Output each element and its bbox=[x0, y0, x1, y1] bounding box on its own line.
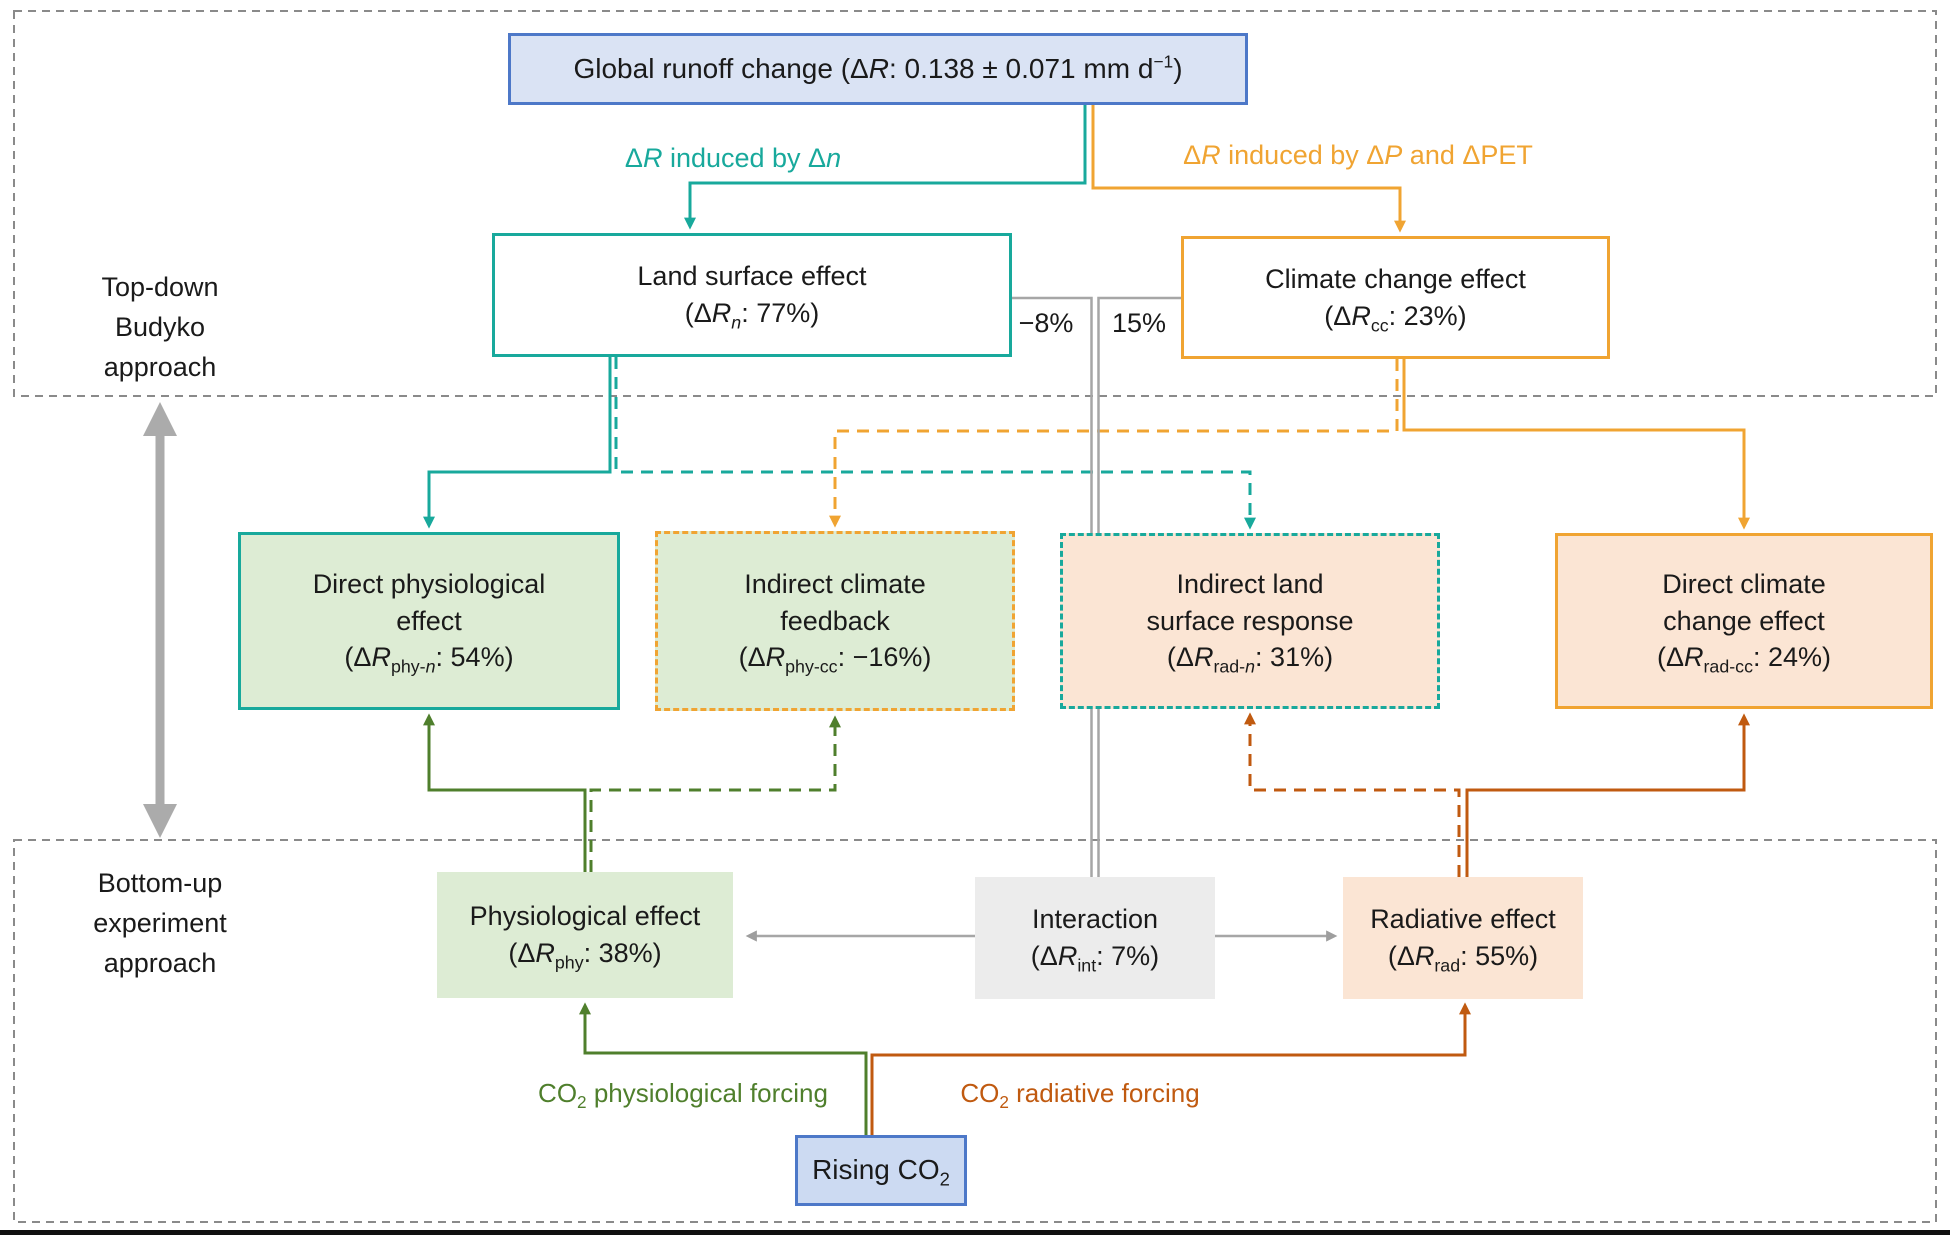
box-indirect-climate-feedback: Indirect climate feedback (ΔRphy-cc: −16… bbox=[655, 531, 1015, 711]
label-dr-induced-by-dn: ΔR induced by Δn bbox=[624, 143, 842, 173]
box-line: Indirect climate bbox=[744, 568, 926, 599]
arrow-runoff-to-land bbox=[684, 105, 1087, 230]
box-line: Rising CO2 bbox=[812, 1154, 950, 1191]
box-formula: (ΔRrad-cc: 24%) bbox=[1656, 642, 1832, 677]
arrow-rad-to-direct-climate bbox=[1465, 713, 1750, 877]
box-line: Indirect land bbox=[1176, 568, 1324, 599]
arrow-climate-to-indirect-climate-dashed bbox=[829, 359, 1399, 528]
box-line: Climate change effect bbox=[1265, 263, 1526, 294]
box-interaction: Interaction (ΔRint: 7%) bbox=[975, 877, 1215, 999]
box-line: Direct climate bbox=[1662, 568, 1826, 599]
box-line: surface response bbox=[1146, 605, 1354, 636]
box-line: Radiative effect bbox=[1370, 904, 1556, 935]
label-bottom-up-experiment-approach: Bottom-up experiment approach bbox=[93, 868, 227, 978]
box-line: effect bbox=[396, 605, 462, 636]
box-line: Physiological effect bbox=[469, 901, 701, 932]
box-formula: (ΔRphy-cc: −16%) bbox=[738, 642, 932, 677]
arrow-phys-to-indirect-climate-dashed bbox=[589, 715, 841, 872]
box-land-surface-effect: Land surface effect (ΔRn: 77%) bbox=[492, 233, 1012, 357]
box-line: Direct physiological bbox=[312, 568, 546, 599]
box-formula: (ΔRphy-n: 54%) bbox=[344, 642, 514, 677]
box-physiological-effect: Physiological effect (ΔRphy: 38%) bbox=[437, 872, 733, 998]
box-radiative-effect: Radiative effect (ΔRrad: 55%) bbox=[1343, 877, 1583, 999]
box-global-runoff-change: Global runoff change (ΔR: 0.138 ± 0.071 … bbox=[508, 33, 1248, 105]
box-line: change effect bbox=[1663, 605, 1825, 636]
box-formula: (ΔRrad-n: 31%) bbox=[1166, 642, 1334, 677]
label-interaction-minus-8pct: −8% bbox=[1018, 308, 1074, 338]
box-rising-co2: Rising CO2 bbox=[795, 1135, 967, 1206]
box-line: Land surface effect bbox=[637, 261, 867, 292]
double-arrow-approaches bbox=[143, 402, 177, 838]
arrow-co2-to-rad bbox=[870, 1002, 1471, 1135]
arrow-co2-to-phys bbox=[579, 1002, 868, 1135]
label-dr-induced-by-dp-dpet: ΔR induced by ΔP and ΔPET bbox=[1183, 140, 1533, 170]
box-indirect-land-surface-response: Indirect land surface response (ΔRrad-n:… bbox=[1060, 533, 1440, 709]
box-formula: (ΔRn: 77%) bbox=[684, 298, 820, 333]
box-direct-climate-change-effect: Direct climate change effect (ΔRrad-cc: … bbox=[1555, 533, 1933, 709]
arrow-phys-to-direct-phys bbox=[423, 713, 587, 872]
box-formula: (ΔRcc: 23%) bbox=[1324, 300, 1467, 335]
box-direct-physiological-effect: Direct physiological effect (ΔRphy-n: 54… bbox=[238, 532, 620, 710]
arrow-climate-to-direct-climate bbox=[1402, 359, 1750, 530]
arrow-land-to-indirect-land-dashed bbox=[614, 357, 1256, 530]
box-formula: (ΔRphy: 38%) bbox=[508, 938, 662, 973]
dashed-region-bottom-up bbox=[13, 839, 1937, 1223]
box-climate-change-effect: Climate change effect (ΔRcc: 23%) bbox=[1181, 236, 1610, 359]
bottom-rule bbox=[0, 1230, 1950, 1235]
title-text: Global runoff change (ΔR: 0.138 ± 0.071 … bbox=[573, 51, 1183, 84]
arrow-rad-to-indirect-land-dashed bbox=[1244, 712, 1461, 877]
label-co2-physiological-forcing: CO2 physiological forcing bbox=[538, 1078, 828, 1113]
label-top-down-budyko-approach: Top-down Budyko approach bbox=[101, 272, 219, 382]
label-co2-radiative-forcing: CO2 radiative forcing bbox=[960, 1078, 1200, 1113]
arrow-land-to-direct-phys bbox=[423, 357, 612, 529]
arrow-runoff-to-climate bbox=[1091, 105, 1406, 233]
box-formula: (ΔRint: 7%) bbox=[1030, 941, 1160, 976]
box-formula: (ΔRrad: 55%) bbox=[1387, 941, 1539, 976]
box-line: Interaction bbox=[1031, 904, 1159, 935]
dashed-region-top-down bbox=[13, 10, 1937, 397]
box-line: feedback bbox=[780, 605, 890, 636]
label-interaction-15pct: 15% bbox=[1111, 308, 1167, 338]
